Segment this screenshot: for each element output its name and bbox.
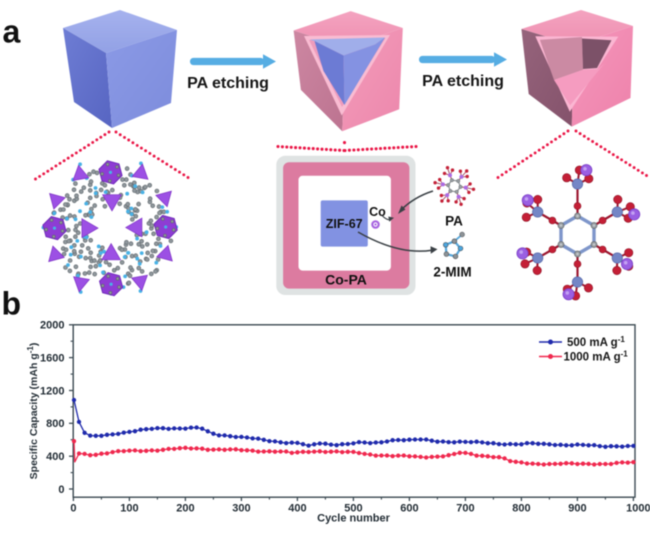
svg-text:1000 mA g-1: 1000 mA g-1 [564,350,629,364]
svg-text:500 mA g-1: 500 mA g-1 [567,335,625,349]
svg-text:2-MIM: 2-MIM [433,265,471,280]
svg-text:700: 700 [456,503,474,515]
svg-text:900: 900 [568,503,586,515]
svg-text:400: 400 [288,503,306,515]
svg-text:0: 0 [70,503,76,515]
svg-text:1000: 1000 [626,503,650,515]
svg-text:500: 500 [344,503,362,515]
svg-text:2000: 2000 [40,320,64,332]
svg-text:Co: Co [369,205,386,219]
svg-text:1200: 1200 [40,385,64,397]
svg-text:800: 800 [512,503,530,515]
svg-text:Specific Capacity (mAh g-1): Specific Capacity (mAh g-1) [26,343,40,480]
svg-text:1600: 1600 [40,352,64,364]
svg-text:0: 0 [58,484,64,496]
svg-text:ZIF-67: ZIF-67 [326,217,363,231]
svg-text:Cycle number: Cycle number [317,513,390,525]
svg-text:Co-PA: Co-PA [325,272,367,288]
svg-text:600: 600 [400,503,418,515]
svg-text:300: 300 [232,503,250,515]
svg-text:b: b [2,286,22,322]
svg-text:PA etching: PA etching [422,73,504,90]
svg-text:a: a [3,14,21,50]
svg-text:PA: PA [445,214,463,229]
svg-text:400: 400 [46,451,64,463]
svg-text:200: 200 [176,503,194,515]
svg-text:PA etching: PA etching [187,75,269,92]
svg-text:800: 800 [46,418,64,430]
svg-text:100: 100 [120,503,138,515]
